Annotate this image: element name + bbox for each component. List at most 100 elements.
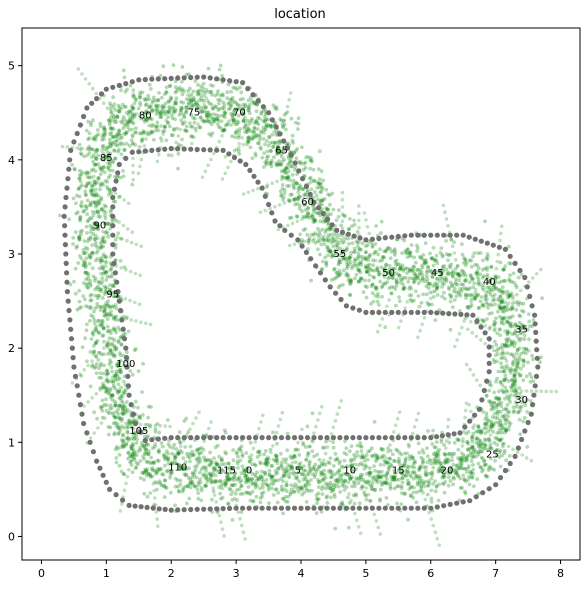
trajectory-point [96,318,101,323]
trajectory-point [260,494,264,499]
trajectory-point [317,465,322,470]
outer-boundary-point [156,506,162,512]
trajectory-point [491,423,496,428]
trajectory-point [528,379,533,384]
trajectory-point [281,457,286,462]
trajectory-point [517,338,522,343]
trajectory-point [337,469,341,474]
trajectory-point [318,411,322,416]
trajectory-point [364,494,368,498]
trajectory-point [131,156,135,161]
trajectory-point [461,261,466,265]
trajectory-point [87,171,92,175]
trajectory-point [378,462,383,467]
trajectory-point [491,400,496,405]
trajectory-point [408,457,412,461]
trajectory-point [355,518,359,522]
trajectory-point [80,72,84,76]
trajectory-point [303,227,308,231]
trajectory-point [368,471,372,475]
trajectory-point [271,457,276,462]
trajectory-point [139,157,144,162]
trajectory-point [289,465,294,469]
trajectory-point [483,421,487,426]
trajectory-point [470,453,475,457]
trajectory-point [334,478,339,482]
outer-boundary-point [339,229,346,235]
trajectory-point [529,389,534,393]
trajectory-point [539,267,543,272]
outer-boundary-point [281,138,287,144]
trajectory-point [203,169,208,174]
outer-boundary-point [266,505,272,511]
trajectory-point [290,460,295,465]
trajectory-point [286,162,290,167]
trajectory-point [385,477,389,482]
trajectory-point [505,394,509,399]
trajectory-point [488,464,492,469]
trajectory-point [359,486,364,491]
trajectory-point [445,460,449,465]
trajectory-point [231,458,236,463]
trajectory-point [344,472,349,477]
trajectory-point [425,446,429,451]
trajectory-point [92,431,96,435]
trajectory-point [204,468,208,473]
trajectory-point [433,445,438,450]
trajectory-point [216,89,220,93]
trajectory-layer [58,63,558,547]
trajectory-point [310,411,315,416]
trajectory-point [515,364,519,369]
trajectory-point [474,441,479,445]
outer-boundary-point [402,505,408,511]
trajectory-point [502,441,506,446]
trajectory-point [331,445,336,450]
trajectory-point [460,325,464,330]
trajectory-point [506,320,510,325]
trajectory-point [163,478,168,483]
trajectory-point [498,306,502,310]
trajectory-point [512,374,516,379]
trajectory-point [392,459,397,463]
trajectory-point [494,343,499,347]
trajectory-point [142,491,147,496]
trajectory-point [105,186,110,191]
trajectory-point [528,399,533,403]
trajectory-point [101,101,106,106]
trajectory-point [448,479,453,483]
trajectory-point [95,128,100,132]
trajectory-point [126,436,131,441]
trajectory-point [142,477,146,482]
outer-boundary-point [507,460,513,467]
trajectory-point [376,473,380,478]
trajectory-point [100,168,105,173]
trajectory-point [112,403,117,408]
trajectory-point [508,315,513,320]
trajectory-point [436,469,441,474]
trajectory-point [479,295,484,299]
trajectory-point [206,99,211,104]
trajectory-point [161,64,166,69]
trajectory-point [290,133,295,138]
trajectory-point [315,501,319,505]
trajectory-point [231,448,236,452]
trajectory-point [332,485,337,490]
trajectory-point [462,477,467,482]
trajectory-point [469,297,474,302]
trajectory-point [100,137,104,142]
trajectory-point [497,450,502,455]
trajectory-point [441,473,446,478]
trajectory-point [92,179,97,183]
trajectory-point [428,251,432,256]
trajectory-point [300,471,304,476]
trajectory-point [521,378,526,383]
trajectory-point [503,264,508,268]
trajectory-point [484,438,488,443]
trajectory-point [365,457,370,462]
trajectory-point [375,299,380,304]
trajectory-point [326,469,331,474]
trajectory-point [531,276,535,280]
trajectory-point [348,477,353,481]
trajectory-point [498,464,503,469]
trajectory-point [519,330,524,335]
